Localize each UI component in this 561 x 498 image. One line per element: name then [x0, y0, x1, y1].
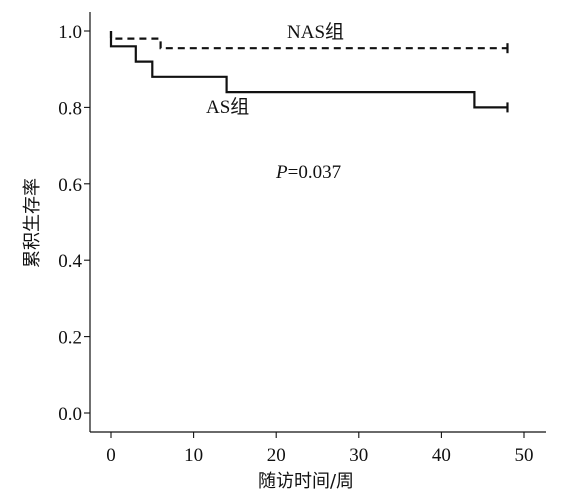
x-tick-label: 10 [184, 445, 203, 466]
x-tick-label: 30 [349, 445, 368, 466]
y-tick-label: 0.0 [58, 404, 82, 425]
x-tick-label: 40 [432, 445, 451, 466]
x-tick-label: 50 [515, 445, 534, 466]
y-axis-title: 累积生存率 [22, 178, 43, 268]
x-tick-label: 20 [267, 445, 286, 466]
y-tick-label: 0.8 [58, 98, 82, 119]
y-tick-label: 0.6 [58, 175, 82, 196]
series-label-as: AS组 [206, 96, 249, 118]
y-axis-ticks: 0.0 0.2 0.4 0.6 0.8 1.0 [58, 22, 90, 425]
p-value-symbol: P [275, 162, 288, 183]
x-axis-title: 随访时间/周 [258, 471, 354, 492]
series-label-nas: NAS组 [287, 21, 344, 43]
series-line-as [109, 31, 508, 109]
y-tick-label: 1.0 [58, 22, 82, 43]
y-tick-label: 0.4 [58, 251, 82, 272]
y-tick-label: 0.2 [58, 328, 82, 349]
x-axis-ticks: 0 10 20 30 40 50 [106, 432, 534, 466]
p-value-number: =0.037 [288, 162, 341, 183]
x-tick-label: 0 [106, 445, 116, 466]
series-lines [109, 31, 509, 113]
axes [89, 12, 546, 433]
p-value-annotation: P=0.037 [275, 162, 341, 183]
